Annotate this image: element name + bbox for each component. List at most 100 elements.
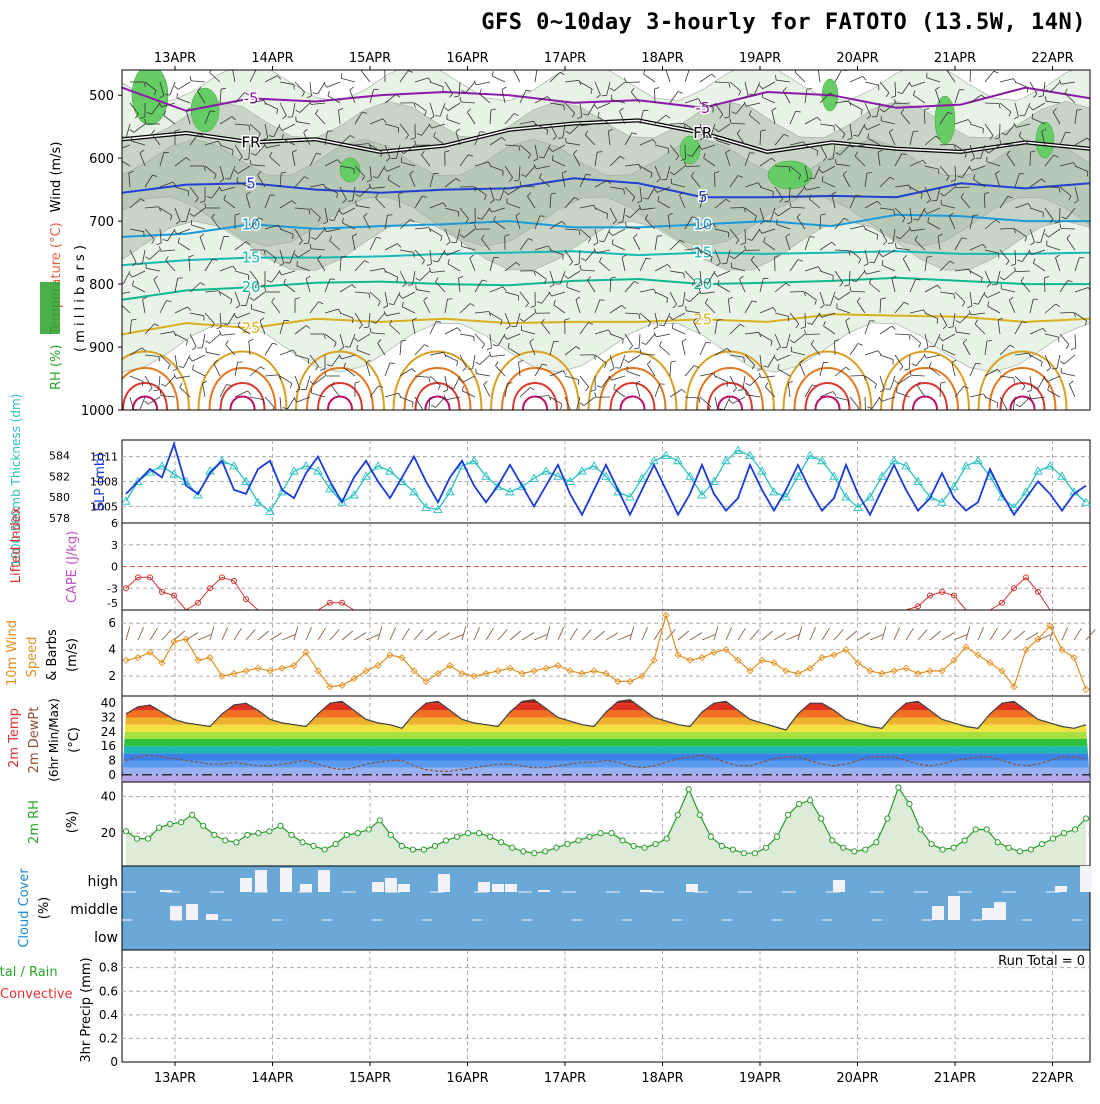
wind-barb-flag [713,411,717,413]
rh-point [510,845,515,850]
wind-barb-flag [624,189,625,194]
precip-tick-label: 0.2 [99,1031,118,1045]
wind-barb-flag [566,138,567,143]
date-label-bottom: 16APR [446,1071,488,1086]
temperature-contour-label: 5 [246,174,256,192]
rh-point [355,831,360,836]
rh-point [896,785,901,790]
lifted-index-tick-label: -3 [107,582,118,595]
cloud-bar [833,880,845,892]
cloud-bar [255,870,267,892]
rh-point [907,801,912,806]
run-total-label: Run Total = 0 [998,954,1085,969]
temp-color-band [122,746,1090,753]
rh-point [311,843,316,848]
rh-point [918,827,923,832]
rh-point [1028,847,1033,852]
date-label-bottom: 15APR [349,1071,391,1086]
rh-point [543,849,548,854]
cloud-axis-title: Cloud Cover [17,868,32,948]
cloud-bar [372,882,384,892]
rh-point [719,843,724,848]
temperature-contour-label: 10 [242,215,261,233]
rh-point [598,831,603,836]
rh-point [819,816,824,821]
date-label-top: 16APR [446,51,488,66]
rh-point [488,834,493,839]
rh-point [653,841,658,846]
cape-axis-title: CAPE (J/kg) [65,531,80,603]
chart-title: GFS 0~10day 3-hourly for FATOTO (13.5W, … [481,10,1086,35]
date-label-top: 19APR [739,51,781,66]
rh-point [454,834,459,839]
temp-color-band [122,739,1090,746]
cloud-bar [1080,866,1092,892]
rh-point [201,823,206,828]
wind-barb-flag [666,66,670,69]
pressure-tick-label: 1000 [81,404,114,419]
rh-high-cell [1036,122,1054,158]
cloud-bar [318,870,330,892]
rh-point [675,812,680,817]
rh-point [432,843,437,848]
rh-point [852,849,857,854]
wind-barb-flag [597,152,602,153]
wind-barb-flag [684,273,685,278]
rh-point [399,843,404,848]
wind-barb-flag [385,67,390,68]
temp-color-band [122,732,1090,739]
rh-axis-units: (%) [65,811,80,834]
wind-barb-flag [114,146,117,150]
cloud-bar [1055,886,1067,892]
cloud-bar [492,884,504,892]
wind-tick-label: 6 [108,616,116,630]
rh-point [145,836,150,841]
rh-point [763,845,768,850]
temp-tick-label: 32 [101,711,116,725]
rh-point [554,845,559,850]
rh-point [587,834,592,839]
precip-legend-convective: Convective [0,987,73,1002]
rh-point [212,832,217,837]
wind-tick-label: 4 [108,643,116,657]
thickness-tick-label: 578 [49,512,70,525]
lifted-index-axis-title: Lifted Index [9,506,24,583]
temp-color-band [122,761,1090,768]
cloud-bar [186,904,198,920]
pressure-tick-label: 500 [89,89,114,104]
rh-point [245,832,250,837]
date-label-bottom: 17APR [544,1071,586,1086]
rh-point [730,847,735,852]
rh-point [421,847,426,852]
rh-point [1039,841,1044,846]
upper-axis-title: RH (%)Temperature (°C)Wind (m/s) [49,142,64,390]
rh-point [477,831,482,836]
rh-point [344,832,349,837]
wind-barb-flag [970,67,975,68]
rh-point [664,836,669,841]
temp-tick-label: 16 [101,739,116,753]
temp-tick-label: 40 [101,696,116,710]
cloud-bar [994,902,1006,920]
rh-high-cell [340,158,360,182]
rh-point [830,838,835,843]
rh-point [797,801,802,806]
wind-barb-flag [657,236,662,237]
rh-point [995,840,1000,845]
thickness-tick-label: 584 [49,450,70,463]
date-label-top: 14APR [251,51,293,66]
date-label-top: 15APR [349,51,391,66]
rh-point [686,787,691,792]
wind-barb-flag [513,66,517,69]
precip-tick-label: 0.4 [99,1008,118,1022]
lifted-index-tick-label: 0 [111,561,118,574]
rh-point [333,841,338,846]
rh-point [168,821,173,826]
wind-axis-title-3: & Barbs [45,629,60,681]
wind-barb-flag [142,381,143,386]
wind-barb-flag [744,357,745,362]
wind-barb-flag [1008,411,1013,412]
rh-point [223,838,228,843]
pressure-tick-label: 700 [89,215,114,230]
wind-barb-flag [678,306,683,307]
